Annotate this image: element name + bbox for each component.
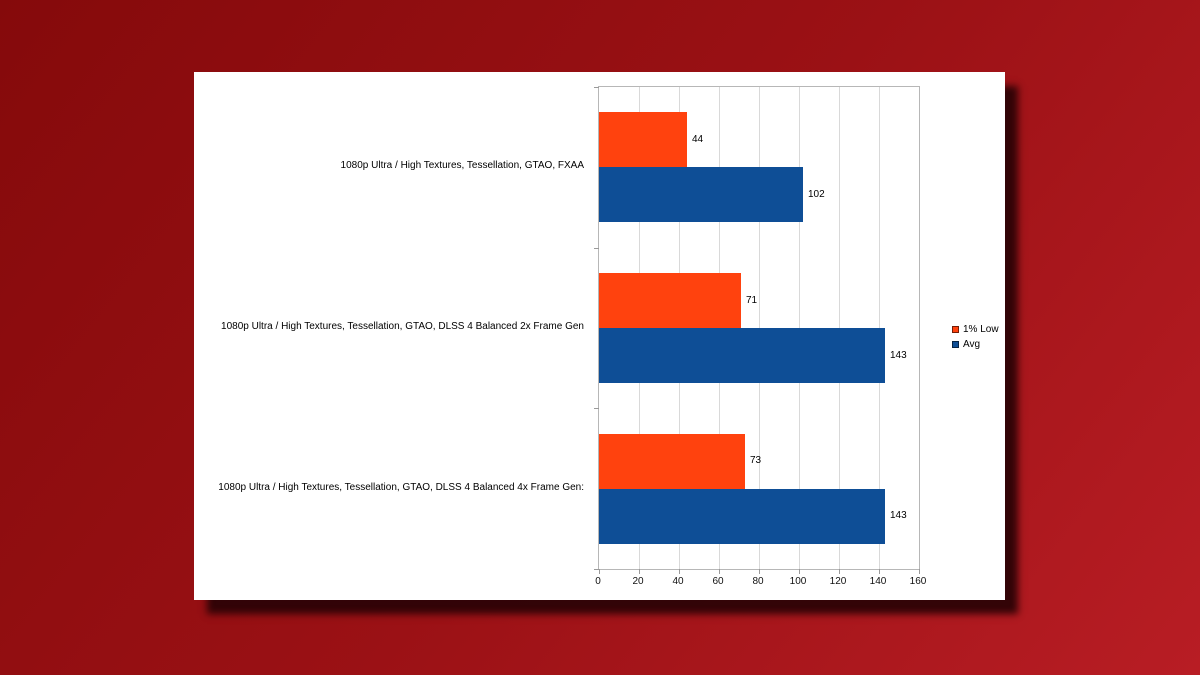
x-axis: 0 20 40 60 80 100 120 140 160	[595, 576, 926, 590]
x-tick-label: 100	[789, 576, 807, 587]
x-tick-label: 40	[672, 576, 684, 587]
category-tick	[594, 569, 599, 570]
x-axis-tick	[919, 569, 920, 574]
legend-item: Avg	[952, 337, 999, 352]
x-tick-label: 20	[632, 576, 644, 587]
value-label: 44	[692, 133, 704, 145]
category-tick	[594, 248, 599, 249]
x-axis-tick	[799, 569, 800, 574]
legend-item-label: 1% Low	[963, 323, 999, 335]
x-tick-label: 80	[752, 576, 764, 587]
x-axis-tick	[639, 569, 640, 574]
low-bar	[599, 433, 745, 489]
value-label: 73	[750, 455, 762, 467]
x-tick-label: 0	[595, 576, 601, 587]
legend-item-label: Avg	[963, 338, 981, 350]
value-label: 102	[808, 188, 825, 200]
avg-bar	[599, 328, 885, 383]
x-tick-label: 140	[869, 576, 887, 587]
x-axis-tick	[599, 569, 600, 574]
category-label: 1080p Ultra / High Textures, Tessellatio…	[218, 481, 584, 493]
plot-area: 44 102 71 143 73 143	[594, 86, 920, 574]
x-tick-label: 160	[909, 576, 927, 587]
legend-item: 1% Low	[952, 322, 999, 337]
x-axis-tick	[719, 569, 720, 574]
avg-bar	[599, 167, 803, 223]
legend-color-swatch-icon	[952, 341, 959, 348]
x-tick-label: 120	[829, 576, 847, 587]
x-axis-tick	[679, 569, 680, 574]
legend: 1% Low Avg	[952, 322, 999, 352]
chart-card: 1080p Ultra / High Textures, Tessellatio…	[194, 72, 1005, 600]
low-bar	[599, 273, 741, 328]
x-axis-tick	[879, 569, 880, 574]
category-label: 1080p Ultra / High Textures, Tessellatio…	[340, 160, 584, 172]
x-axis-tick	[839, 569, 840, 574]
category-axis: 1080p Ultra / High Textures, Tessellatio…	[194, 86, 591, 570]
legend-color-swatch-icon	[952, 326, 959, 333]
category-tick	[594, 87, 599, 88]
x-tick-label: 60	[712, 576, 724, 587]
value-label: 71	[746, 294, 758, 306]
category-tick	[594, 408, 599, 409]
value-label: 143	[890, 510, 907, 522]
value-label: 143	[890, 349, 907, 361]
x-axis-tick	[759, 569, 760, 574]
low-bar	[599, 112, 687, 168]
category-label: 1080p Ultra / High Textures, Tessellatio…	[221, 321, 584, 332]
avg-bar	[599, 488, 885, 544]
